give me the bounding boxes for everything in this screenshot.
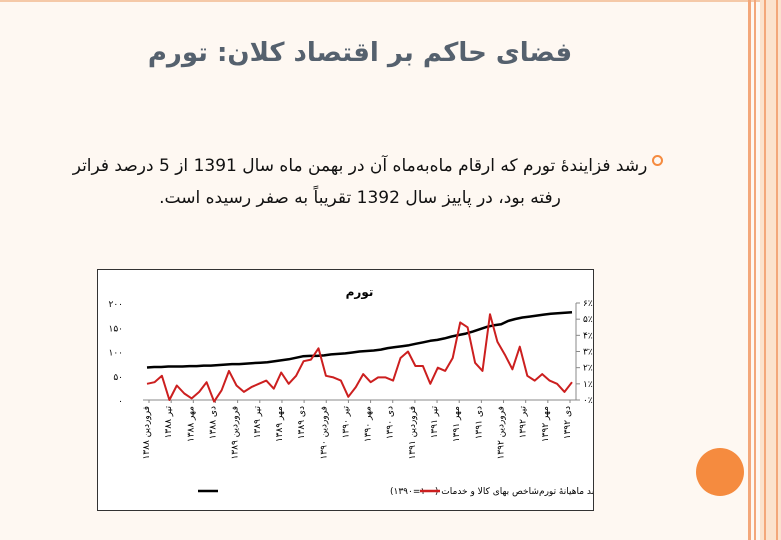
y-right-tick-label: ۳٪ <box>583 348 593 358</box>
y-right-tick-label: ۲٪ <box>583 364 593 374</box>
x-tick-label: فروردین ۱۳۹۲ <box>497 406 507 460</box>
series-line-monthly-inflation <box>146 313 573 403</box>
x-tick-label: دی ۱۳۹۱ <box>474 406 484 439</box>
x-tick-label: مهر ۱۳۹۲ <box>541 406 551 442</box>
x-tick-label: دی ۱۳۸۹ <box>297 406 307 439</box>
y-left-tick-label: ۲۰۰ <box>108 300 123 310</box>
series-line-price-index <box>146 310 573 369</box>
legend-label: شاخص بهای کالا و خدمات (۱۰۰=۱۳۹۰) <box>390 487 539 497</box>
y-right-tick-label: ۴٪ <box>583 331 593 341</box>
y-right-tick-label: ۶٪ <box>583 299 593 309</box>
chart-title: تورم <box>346 285 374 300</box>
top-border <box>0 0 781 2</box>
x-tick-label: تیر ۱۳۹۰ <box>341 406 351 439</box>
y-right-tick-label: ۱٪ <box>583 380 593 390</box>
x-tick-label: دی ۱۳۹۰ <box>386 406 396 439</box>
y-right-tick-label: ۰٪ <box>583 396 593 406</box>
decorative-rail <box>754 0 756 540</box>
decorative-circle <box>696 448 744 496</box>
x-tick-label: دی ۱۳۸۸ <box>208 406 218 439</box>
decorative-rail <box>776 0 778 540</box>
x-tick-label: تیر ۱۳۹۲ <box>519 406 529 439</box>
decorative-rail <box>748 0 751 540</box>
x-tick-label: تیر ۱۳۸۸ <box>164 406 174 439</box>
y-left-tick-label: ۵۰ <box>113 373 123 383</box>
x-tick-label: مهر ۱۳۸۸ <box>186 406 196 442</box>
bullet-icon <box>652 155 663 166</box>
y-left-tick-label: ۰ <box>118 397 123 407</box>
x-tick-label: فروردین ۱۳۸۹ <box>231 406 241 460</box>
x-tick-label: فروردین ۱۳۹۱ <box>408 406 418 460</box>
slide-title: فضای حاکم بر اقتصاد کلان: تورم <box>147 38 573 68</box>
inflation-chart: تورم ۰ ۵۰ ۱۰۰ ۱۵۰ ۲۰۰ ۰٪ ۱٪ ۲٪ ۳٪ ۴٪ ۵٪ ۶٪ فروردین ۱۳… <box>108 285 603 497</box>
x-tick-label: فروردین ۱۳۸۸ <box>142 406 152 460</box>
x-tick-label: مهر ۱۳۹۱ <box>452 406 462 442</box>
decorative-rail <box>764 0 766 540</box>
legend-label: رشد ماهیانۀ تورم <box>539 487 593 497</box>
x-tick-label: فروردین ۱۳۹۰ <box>319 406 329 460</box>
y-right-tick-label: ۵٪ <box>583 315 593 325</box>
bullet-text: رشد فزایندۀ تورم که ارقام ماه‌به‌ماه آن … <box>72 156 648 208</box>
chart-container: تورم ۰ ۵۰ ۱۰۰ ۱۵۰ ۲۰۰ ۰٪ ۱٪ ۲٪ ۳٪ ۴٪ ۵٪ ۶٪ فروردین ۱۳… <box>97 269 604 511</box>
x-tick-label: تیر ۱۳۸۹ <box>253 406 263 439</box>
y-left-tick-label: ۱۵۰ <box>108 324 123 334</box>
x-tick-label: مهر ۱۳۸۹ <box>275 406 285 442</box>
x-tick-label: دی ۱۳۹۲ <box>563 406 573 439</box>
y-left-tick-label: ۱۰۰ <box>108 349 123 359</box>
x-tick-label: تیر ۱۳۹۱ <box>430 406 440 439</box>
x-tick-label: مهر ۱۳۹۰ <box>364 406 374 442</box>
